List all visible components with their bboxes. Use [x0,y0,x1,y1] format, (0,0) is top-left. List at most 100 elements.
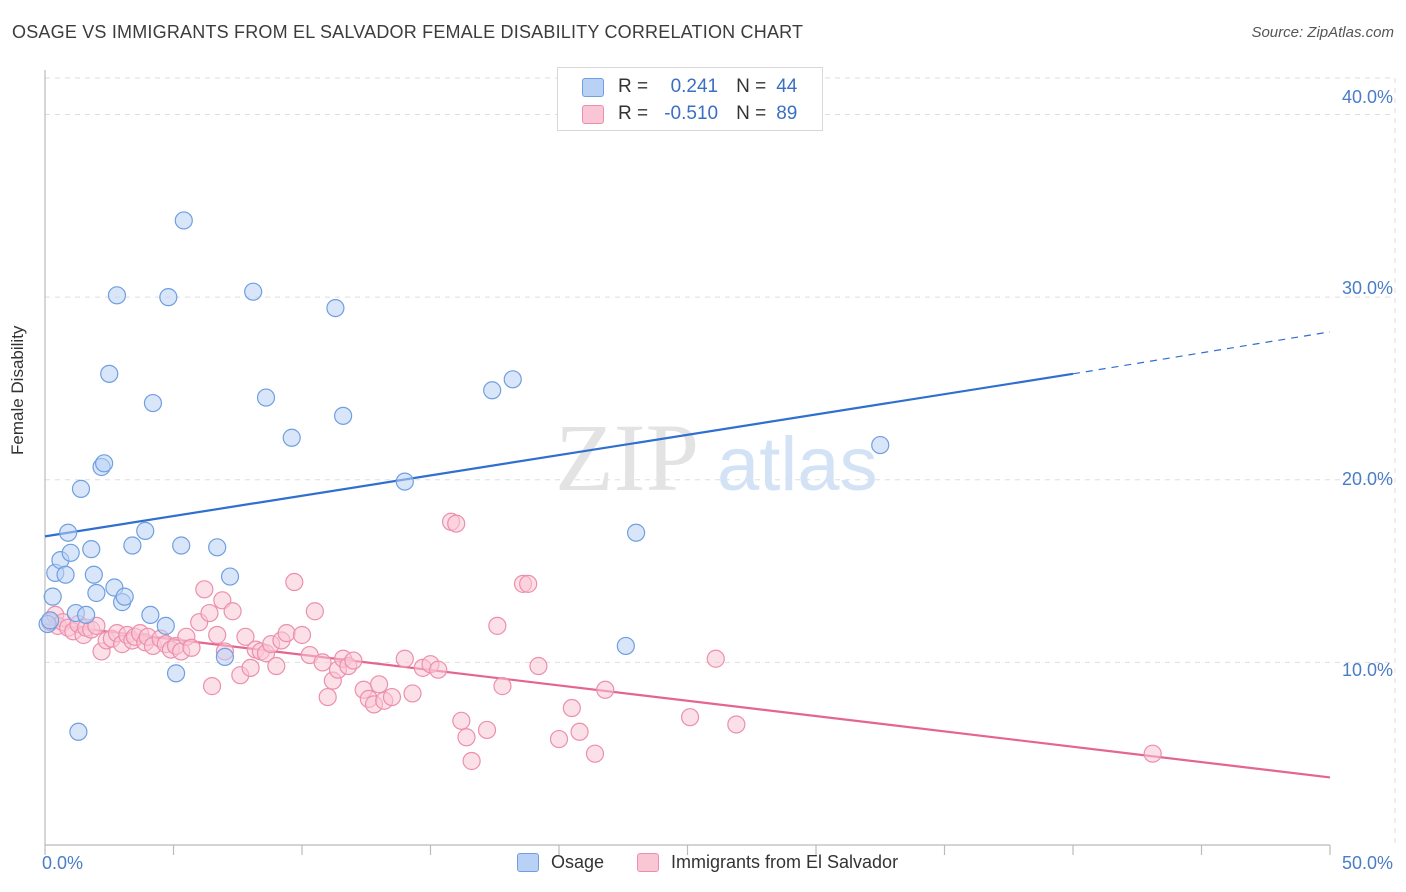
el-salvador-point-58 [344,651,363,670]
osage-r-value: 0.241 [670,76,719,97]
el-salvador-point-49 [292,625,312,645]
el-salvador-point-88 [727,715,746,734]
osage-point-41 [626,523,646,542]
osage-point-23 [141,605,160,625]
chart-title: OSAGE VS IMMIGRANTS FROM EL SALVADOR FEM… [12,22,804,42]
osage-trend-line [44,372,1074,538]
el-salvador-point-87 [706,649,725,668]
el-salvador-point-39 [236,627,255,646]
osage-legend-swatch [517,853,539,872]
osage-point-36 [326,299,345,318]
osage-point-1 [41,611,60,630]
el-salvador-point-48 [285,572,304,592]
osage-point-28 [172,536,191,555]
y-tick-label-20: 20.0% [1341,469,1393,489]
watermark-atlas: atlas [717,422,878,507]
osage-point-24 [143,393,163,413]
axes [44,70,1331,855]
el-salvador-point-79 [519,574,538,593]
osage-point-5 [56,565,75,584]
osage-point-12 [84,565,103,584]
y-tick-label-30: 30.0% [1341,278,1393,298]
osage-point-21 [123,536,142,555]
el-salvador-point-82 [562,698,581,718]
osage-point-35 [282,428,301,447]
osage-point-18 [107,286,127,305]
y-axis-label: Female Disability [8,325,27,455]
osage-point-13 [87,583,106,603]
el-salvador-point-66 [403,684,422,703]
el-salvador-point-72 [452,711,471,730]
osage-point-44 [69,722,88,741]
osage-point-33 [244,282,263,301]
osage-point-25 [156,616,175,635]
osage-point-16 [100,364,119,383]
el-salvador-n-value: 89 [776,103,798,124]
el-salvador-point-37 [223,602,242,621]
watermark-zip: ZIP [555,404,699,511]
el-salvador-point-76 [488,616,507,635]
el-salvador-point-31 [195,580,214,599]
el-salvador-legend-swatch [637,853,659,872]
osage-point-43 [871,435,890,455]
el-salvador-point-33 [202,677,222,696]
el-salvador-point-65 [395,649,414,668]
osage-swatch [582,77,604,97]
el-salvador-point-53 [318,687,337,707]
legend-row-osage: R = 0.241 N = 44 [582,74,797,100]
el-salvador-point-74 [462,751,481,771]
osage-point-34 [256,388,276,407]
el-salvador-point-83 [570,722,589,741]
el-salvador-trend-line [44,622,1331,779]
stats-legend: R = 0.241 N = 44 R = -0.510 N = 89 [557,67,823,131]
y-tick-label-10: 10.0% [1341,660,1393,680]
osage-point-42 [616,636,635,656]
r-label: R = [618,103,649,124]
legend-item-osage: Osage [517,852,604,873]
legend-row-el-salvador: R = -0.510 N = 89 [582,101,797,127]
el-salvador-point-77 [493,677,512,696]
osage-point-31 [215,647,234,667]
osage-point-9 [71,479,91,498]
osage-point-15 [95,454,114,473]
osage-point-22 [136,521,155,540]
series-el-salvador-points [41,512,1162,771]
x-tick-label-0: 0.0% [42,853,84,873]
osage-point-10 [77,605,96,625]
osage-point-2 [43,587,62,606]
osage-trend-extension [1072,331,1331,375]
el-salvador-point-85 [596,680,615,699]
legend-item-el-salvador: Immigrants from El Salvador [637,852,898,873]
el-salvador-point-32 [200,603,219,623]
osage-legend-label: Osage [551,852,605,872]
watermark: ZIP atlas [555,404,878,511]
el-salvador-point-69 [429,660,448,679]
el-salvador-point-64 [382,687,402,707]
y-tick-label-40: 40.0% [1341,87,1393,107]
osage-point-37 [334,406,353,425]
el-salvador-point-86 [680,708,700,727]
osage-n-value: 44 [776,76,798,97]
osage-point-32 [220,567,240,586]
n-label: N = [736,76,767,97]
osage-point-27 [166,664,186,683]
el-salvador-swatch [582,104,604,124]
osage-point-38 [395,472,414,491]
osage-point-7 [61,543,80,562]
el-salvador-legend-label: Immigrants from El Salvador [671,852,899,872]
el-salvador-point-40 [241,658,260,677]
n-label: N = [736,103,767,124]
chart-source: Source: ZipAtlas.com [1251,24,1394,41]
el-salvador-point-73 [457,728,476,747]
el-salvador-point-62 [370,675,389,694]
osage-point-30 [208,538,227,557]
osage-point-6 [59,523,78,542]
osage-point-26 [159,288,178,307]
r-label: R = [618,76,649,97]
el-salvador-point-84 [585,744,605,763]
el-salvador-r-value: -0.510 [664,103,719,124]
el-salvador-point-75 [477,720,497,740]
el-salvador-point-29 [182,638,201,657]
osage-point-40 [503,370,522,389]
